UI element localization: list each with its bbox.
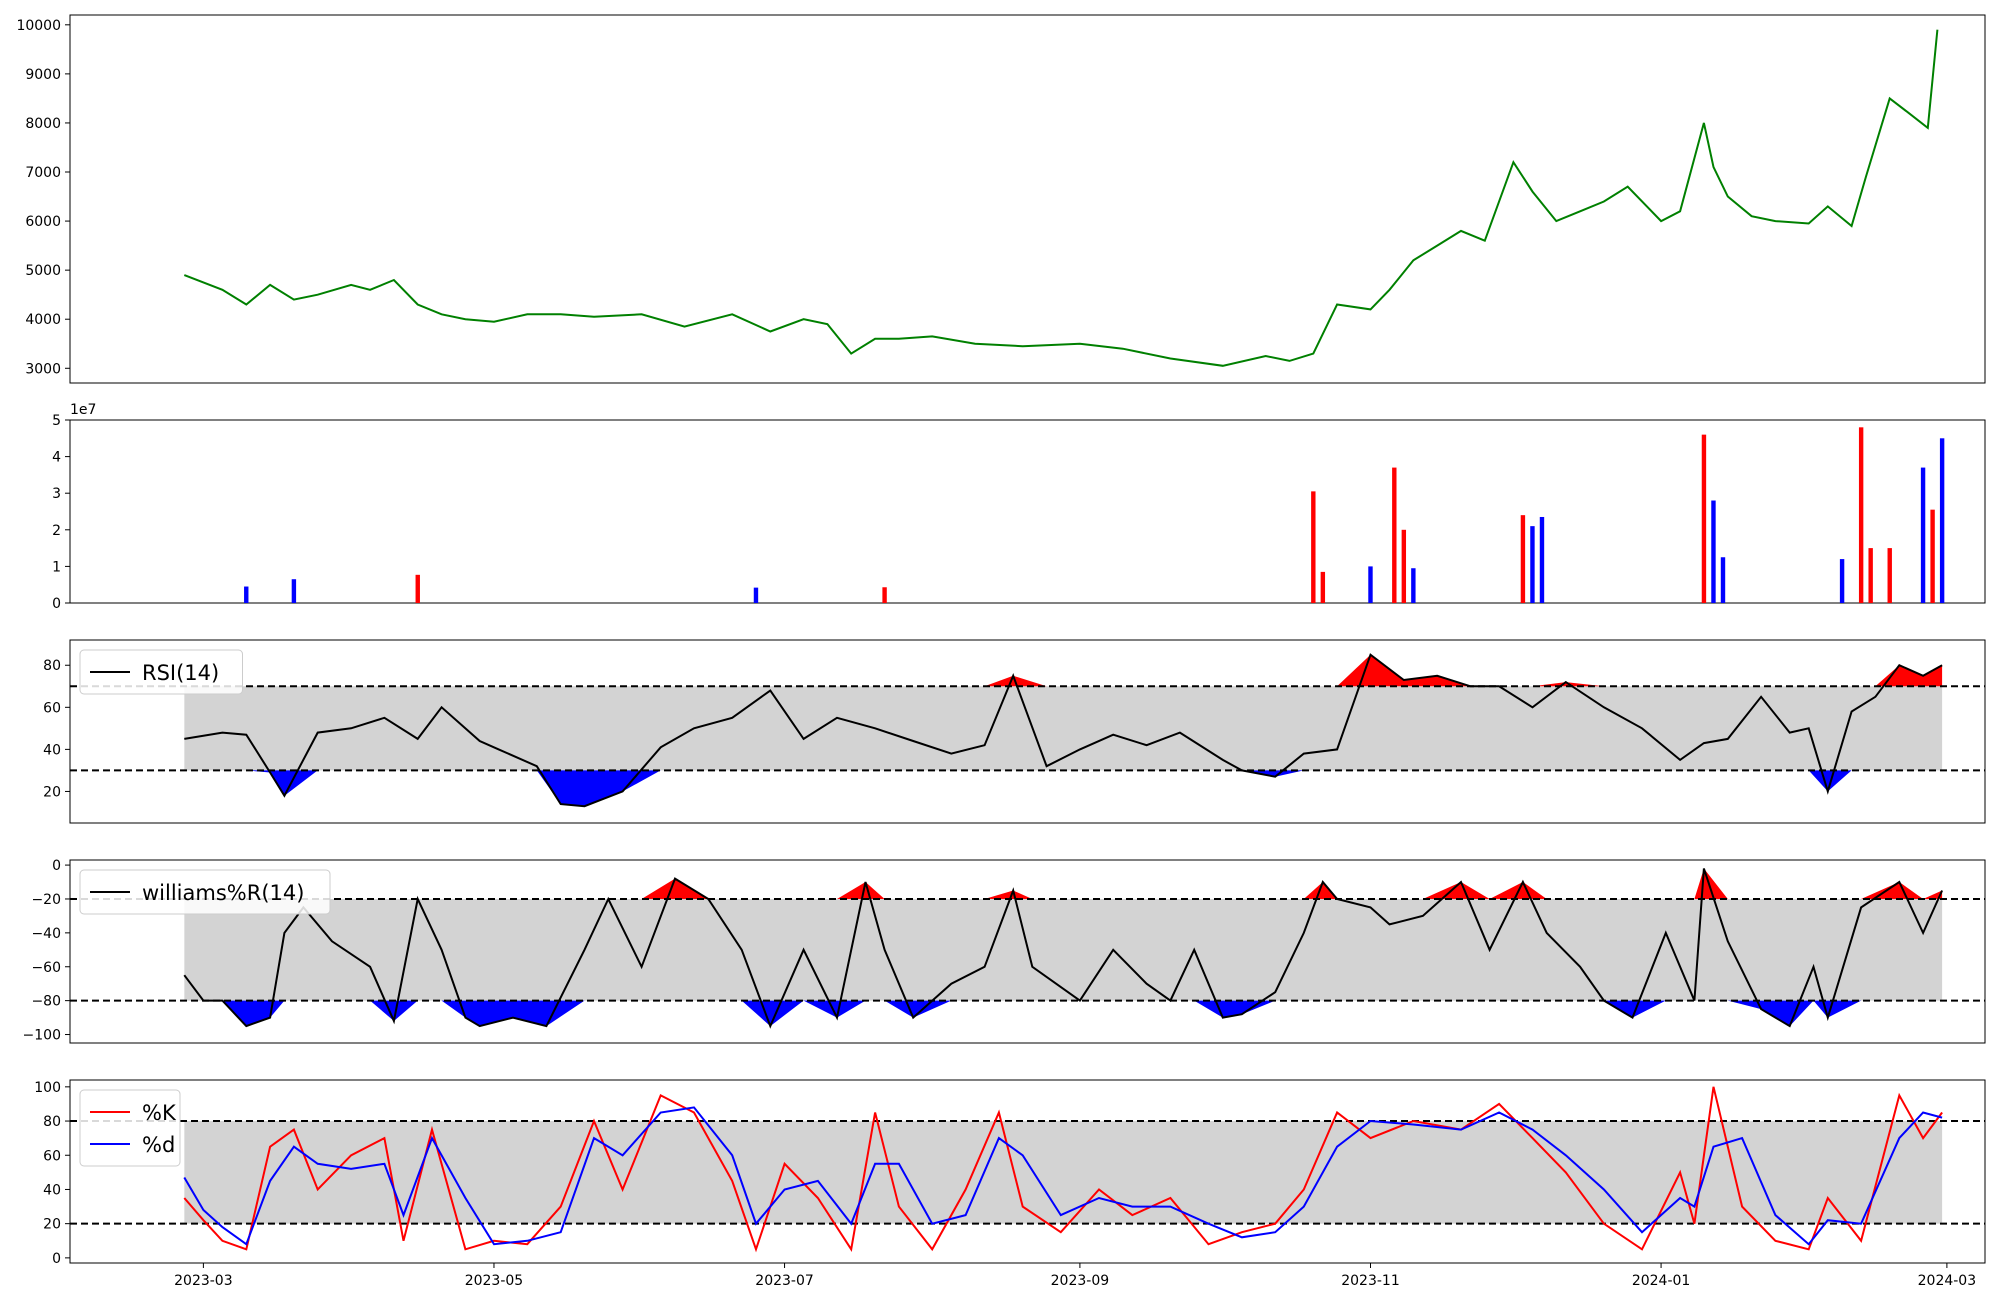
volume-bar <box>1887 548 1892 603</box>
rsi-frame <box>69 639 1986 824</box>
volume-bar <box>1520 515 1526 603</box>
volume-frame <box>69 419 1986 604</box>
volume-ytick-label: 2 <box>52 523 61 539</box>
stoch-legend-label: %K <box>142 1101 177 1125</box>
price-ytick-label: 8000 <box>25 116 61 132</box>
rsi-band <box>184 686 1943 771</box>
price-ytick-label: 3000 <box>25 361 61 377</box>
williams-oversold-fill <box>184 1000 1943 1027</box>
volume-bar <box>291 579 297 603</box>
rsi-ytick-label: 40 <box>43 742 61 758</box>
x-tick-label: 2024-01 <box>1632 1273 1691 1289</box>
stoch-ytick-label: 0 <box>52 1251 61 1267</box>
volume-bar <box>1368 566 1373 603</box>
volume-bar <box>753 587 759 603</box>
stoch-ytick-label: 80 <box>43 1114 61 1130</box>
stoch-frame <box>69 1079 1986 1264</box>
rsi-legend-label: RSI(14) <box>142 661 219 685</box>
rsi-legend-box <box>79 649 243 695</box>
stoch-ytick-label: 20 <box>43 1217 61 1233</box>
volume-bar <box>1320 571 1326 603</box>
x-tick-label: 2023-07 <box>755 1273 814 1289</box>
stoch-legend-box <box>79 1089 181 1167</box>
rsi-oversold-fill <box>184 770 1943 807</box>
williams-overbought-fill <box>184 868 1943 899</box>
stoch-ytick-label: 60 <box>43 1148 61 1164</box>
williams-ytick-label: −80 <box>31 994 61 1010</box>
volume-bar <box>1711 500 1716 603</box>
rsi-ytick-label: 60 <box>43 700 61 716</box>
williams-legend-box <box>79 869 331 915</box>
rsi-line <box>184 653 1943 808</box>
rsi-ytick-label: 20 <box>43 784 61 800</box>
volume-ytick-label: 0 <box>52 596 61 612</box>
volume-ytick-label: 4 <box>52 450 61 466</box>
x-tick-label: 2024-03 <box>1918 1273 1977 1289</box>
williams-ytick-label: −100 <box>23 1028 61 1044</box>
stoch-legend-label: %d <box>142 1133 175 1157</box>
rsi-ytick-label: 80 <box>43 658 61 674</box>
stoch-band <box>184 1121 1943 1224</box>
williams-legend-label: williams%R(14) <box>142 881 304 905</box>
volume-bar <box>1311 491 1316 603</box>
volume-bar <box>1392 467 1397 603</box>
williams-band <box>184 898 1943 1001</box>
williams-ytick-label: −60 <box>31 960 61 976</box>
williams-line <box>183 868 1944 1029</box>
volume-bar <box>415 574 420 603</box>
volume-bar <box>1858 427 1864 603</box>
volume-bar <box>1939 438 1945 603</box>
x-tick-label: 2023-05 <box>465 1273 524 1289</box>
price-ytick-label: 6000 <box>25 214 61 230</box>
williams-ytick-label: 0 <box>52 858 61 874</box>
price-line <box>183 29 1939 367</box>
stoch-ytick-label: 100 <box>34 1080 61 1096</box>
volume-bar <box>1530 526 1535 603</box>
price-ytick-label: 5000 <box>25 263 61 279</box>
volume-bar <box>1411 568 1416 603</box>
price-ytick-label: 9000 <box>25 67 61 83</box>
stoch-k-line <box>183 1086 1943 1253</box>
volume-bar <box>1920 467 1926 603</box>
williams-ytick-label: −40 <box>31 926 61 942</box>
stoch-ytick-label: 40 <box>43 1182 61 1198</box>
volume-bar <box>1401 529 1407 603</box>
williams-ytick-label: −20 <box>31 892 61 908</box>
price-ytick-label: 4000 <box>25 312 61 328</box>
volume-bar <box>1701 434 1707 603</box>
volume-ytick-label: 5 <box>52 413 61 429</box>
volume-bar <box>1839 559 1845 603</box>
volume-bar <box>1720 557 1726 603</box>
volume-ytick-label: 3 <box>52 486 61 502</box>
price-frame <box>69 14 1986 384</box>
volume-bar <box>882 587 887 603</box>
x-tick-label: 2023-03 <box>174 1273 233 1289</box>
volume-bar <box>1539 516 1545 603</box>
price-ytick-label: 7000 <box>25 165 61 181</box>
volume-bar <box>1930 509 1935 603</box>
volume-bar <box>244 586 249 603</box>
volume-bar <box>1868 548 1873 603</box>
volume-ytick-label: 1 <box>52 559 61 575</box>
rsi-overbought-fill <box>184 654 1943 687</box>
x-tick-label: 2023-11 <box>1341 1273 1400 1289</box>
stoch-d-line <box>183 1106 1943 1246</box>
williams-frame <box>69 859 1986 1044</box>
price-ytick-label: 10000 <box>16 18 61 34</box>
volume-offset-label: 1e7 <box>70 402 96 418</box>
x-tick-label: 2023-09 <box>1051 1273 1110 1289</box>
